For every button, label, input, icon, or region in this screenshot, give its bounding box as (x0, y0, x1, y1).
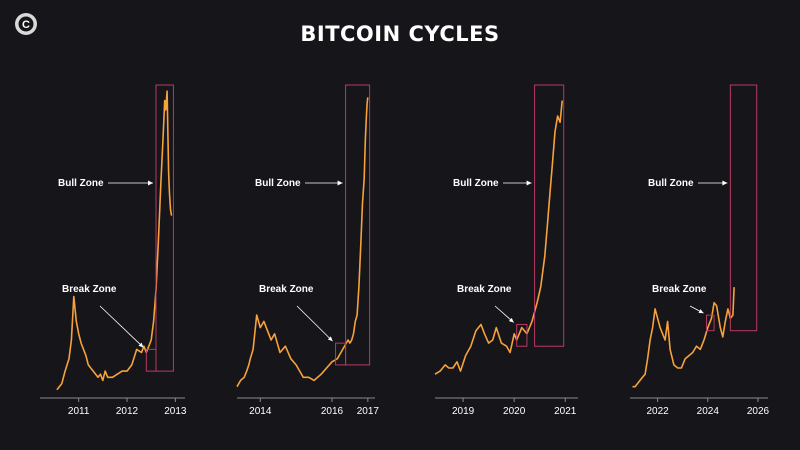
chart-panel-2: 2014 2016 2017 Bull Zone Break Zone (236, 84, 380, 417)
bull-zone-box (155, 84, 174, 372)
arrow-head (722, 180, 728, 186)
arrow-head (508, 317, 514, 323)
x-tick-label: 2021 (554, 406, 577, 417)
arrow-head (337, 180, 343, 186)
arrow-head (148, 180, 153, 186)
x-tick-label: 2022 (646, 406, 669, 417)
x-tick-label: 2012 (116, 406, 139, 417)
x-tick-label: 2011 (68, 406, 90, 417)
arrow-head (138, 342, 144, 348)
bull-zone-label: Bull Zone (58, 178, 104, 189)
break-zone-label: Break Zone (62, 284, 117, 295)
chart-panel-1: 2011 2012 2013 Bull Zone Break Zone (40, 84, 187, 417)
x-tick-label: 2024 (697, 406, 720, 417)
break-zone-arrow (99, 305, 144, 348)
x-tick-label: 2020 (503, 406, 526, 417)
bull-zone-box (534, 84, 565, 347)
bull-zone-box (345, 84, 371, 366)
price-line (56, 90, 173, 391)
x-tick-label: 2013 (164, 406, 187, 417)
bull-zone-label: Bull Zone (453, 178, 499, 189)
page-title: BITCOIN CYCLES (300, 22, 500, 46)
bull-zone-label: Bull Zone (255, 178, 301, 189)
logo-letter: C (22, 19, 30, 31)
bull-zone-box (729, 84, 758, 332)
price-line (236, 97, 369, 388)
logo-icon: C (15, 13, 37, 35)
x-tick-label: 2016 (321, 406, 344, 417)
chart-panel-4: 2022 2024 2026 Bull Zone Break Zone (630, 84, 770, 417)
break-zone-label: Break Zone (259, 284, 314, 295)
chart-panel-3: 2019 2020 2021 Bull Zone Break Zone (434, 84, 578, 417)
x-tick-label: 2019 (452, 406, 475, 417)
arrow-head (526, 180, 532, 186)
break-zone-box (145, 348, 157, 372)
arrow-head (327, 336, 333, 342)
price-line (434, 100, 563, 375)
break-zone-box (706, 314, 715, 332)
bull-zone-label: Bull Zone (648, 178, 694, 189)
break-zone-box (516, 323, 528, 347)
break-zone-arrow (296, 305, 333, 342)
x-tick-label: 2017 (357, 406, 380, 417)
break-zone-label: Break Zone (457, 284, 512, 295)
x-tick-label: 2026 (747, 406, 770, 417)
x-tick-label: 2014 (249, 406, 272, 417)
break-zone-label: Break Zone (652, 284, 707, 295)
arrow-head (698, 309, 704, 314)
price-line (632, 287, 735, 388)
